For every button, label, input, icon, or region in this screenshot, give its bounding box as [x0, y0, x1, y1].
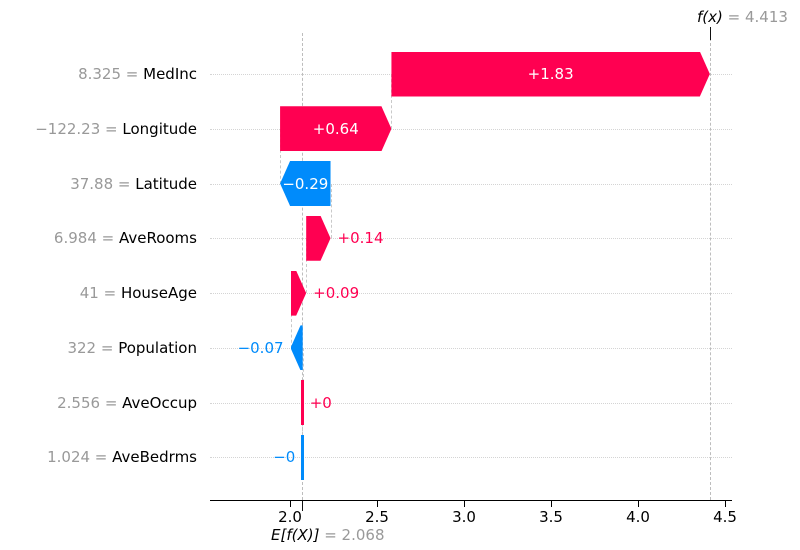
x-axis-line	[210, 500, 732, 501]
fx-dashed-line	[709, 33, 711, 500]
feature-value-text: 37.88 =	[70, 174, 136, 193]
feature-value-text: 8.325 =	[78, 65, 144, 83]
waterfall-connector	[306, 238, 308, 294]
x-tick-label: 2.0	[278, 508, 302, 526]
base-value-label: = 2.068	[319, 526, 385, 544]
x-tick-label: 3.0	[452, 508, 476, 526]
feature-value-text: −122.23 =	[35, 119, 123, 138]
row-gridline	[210, 293, 732, 295]
bar-value-label: +0.14	[337, 229, 384, 248]
bar-aveoccup	[301, 380, 305, 426]
feature-value-text: 322 =	[67, 338, 119, 357]
x-tick	[464, 501, 465, 507]
bar-value-label: −0.07	[237, 338, 284, 357]
bar-value-label: +0.64	[312, 119, 359, 138]
feature-label-latitude: 37.88 = Latitude	[0, 173, 197, 195]
x-tick	[290, 501, 291, 507]
feature-name-text: AveRooms	[118, 229, 197, 248]
bar-population	[290, 325, 303, 371]
feature-name-text: HouseAge	[120, 284, 197, 303]
bar-avebedrms	[300, 434, 304, 480]
feature-label-medinc: 8.325 = MedInc	[0, 63, 197, 85]
bar-value-label: +0	[309, 393, 332, 412]
feature-name-text: Latitude	[135, 174, 197, 193]
feature-name-text: AveBedrms	[112, 448, 197, 467]
feature-label-aveoccup: 2.556 = AveOccup	[0, 392, 197, 414]
waterfall-connector	[302, 402, 304, 458]
row-gridline	[210, 347, 732, 349]
feature-value-text: 6.984 =	[53, 229, 119, 248]
x-tick	[377, 501, 378, 507]
feature-label-averooms: 6.984 = AveRooms	[0, 227, 197, 249]
fx-annotation: f(x) = 4.413	[697, 8, 788, 26]
feature-name-text: AveOccup	[122, 393, 197, 412]
base-value-annotation: E[f(X)] = 2.068	[271, 526, 385, 544]
x-tick-label: 3.5	[539, 508, 563, 526]
base-math-label: E[f(X)]	[271, 526, 320, 544]
x-tick	[725, 501, 726, 507]
base-tick-mark	[301, 500, 303, 511]
bar-value-label: +1.83	[527, 65, 574, 83]
feature-value-text: 1.024 =	[47, 448, 113, 467]
feature-value-text: 41 =	[79, 284, 121, 303]
waterfall-connector	[302, 347, 304, 403]
fx-tick-mark	[709, 27, 711, 40]
x-tick-label: 4.5	[713, 508, 737, 526]
fx-value-label: = 4.413	[722, 8, 788, 26]
feature-name-text: MedInc	[143, 65, 197, 83]
feature-label-avebedrms: 1.024 = AveBedrms	[0, 446, 197, 468]
feature-label-houseage: 41 = HouseAge	[0, 282, 197, 304]
x-tick	[551, 501, 552, 507]
waterfall-connector	[330, 183, 332, 239]
bar-medinc: +1.83	[391, 52, 709, 97]
bar-averooms	[306, 216, 330, 261]
feature-value-text: 2.556 =	[57, 393, 123, 412]
bar-value-label: +0.09	[313, 284, 360, 303]
bar-latitude: −0.29	[280, 161, 331, 207]
bar-value-label: −0	[273, 448, 296, 467]
feature-name-text: Longitude	[122, 119, 197, 138]
row-gridline	[210, 238, 732, 240]
waterfall-connector	[280, 128, 282, 184]
row-gridline	[210, 402, 732, 404]
feature-name-text: Population	[118, 338, 197, 357]
x-tick-label: 2.5	[365, 508, 389, 526]
bar-value-label: −0.29	[282, 174, 329, 193]
x-tick-label: 4.0	[626, 508, 650, 526]
x-tick	[638, 501, 639, 507]
base-dashed-line	[301, 33, 303, 500]
waterfall-connector	[391, 74, 393, 129]
row-gridline	[210, 128, 732, 130]
bar-houseage	[291, 271, 307, 316]
row-gridline	[210, 183, 732, 185]
waterfall-connector	[290, 293, 292, 348]
fx-math-label: f(x)	[697, 8, 723, 26]
row-gridline	[210, 457, 732, 459]
bar-longitude: +0.64	[280, 106, 391, 151]
feature-label-population: 322 = Population	[0, 337, 197, 359]
feature-label-longitude: −122.23 = Longitude	[0, 118, 197, 140]
